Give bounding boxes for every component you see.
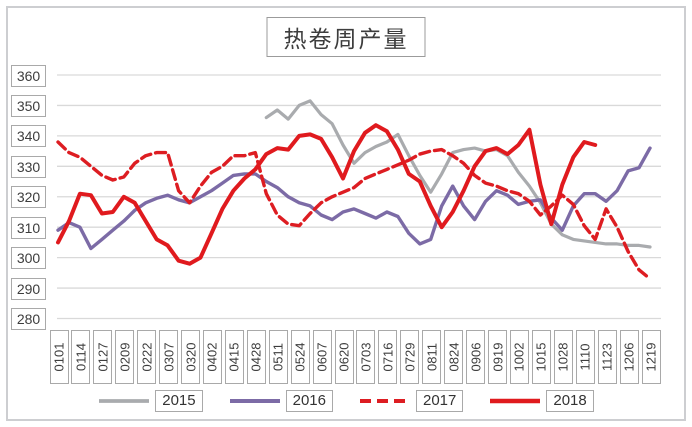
chart-title: 热卷周产量 bbox=[266, 17, 426, 57]
x-tick-label: 1015 bbox=[531, 330, 551, 384]
x-tick-label: 0607 bbox=[312, 330, 332, 384]
series-line-2018 bbox=[56, 123, 598, 266]
x-tick-label: 1123 bbox=[597, 330, 617, 384]
y-tick-label: 360 bbox=[11, 64, 46, 87]
x-tick-label: 0307 bbox=[159, 330, 179, 384]
y-tick-label: 350 bbox=[11, 94, 46, 117]
legend-line-sample bbox=[360, 399, 410, 403]
legend-label: 2015 bbox=[155, 390, 203, 412]
x-tick-text: 0729 bbox=[402, 342, 418, 372]
legend-label: 2016 bbox=[285, 390, 333, 412]
legend-line-sample bbox=[490, 398, 541, 404]
x-tick-label: 0919 bbox=[488, 330, 508, 384]
x-tick-label: 0906 bbox=[466, 330, 486, 384]
legend-label: 2017 bbox=[416, 390, 464, 412]
legend-label: 2018 bbox=[546, 390, 594, 412]
series-line-2017 bbox=[56, 140, 652, 281]
x-tick-text: 0607 bbox=[314, 342, 330, 372]
x-tick-text: 0703 bbox=[358, 342, 374, 372]
legend-line-sample bbox=[229, 399, 280, 403]
x-tick-label: 0127 bbox=[93, 330, 113, 384]
x-tick-text: 0402 bbox=[204, 342, 220, 372]
x-tick-text: 0320 bbox=[183, 342, 199, 372]
x-tick-label: 1110 bbox=[575, 330, 595, 384]
x-tick-text: 0524 bbox=[292, 342, 308, 372]
x-tick-label: 0209 bbox=[115, 330, 135, 384]
x-tick-text: 0127 bbox=[95, 342, 111, 372]
legend-item-2015: 2015 bbox=[98, 390, 203, 412]
x-tick-text: 1206 bbox=[621, 342, 637, 372]
x-tick-text: 0824 bbox=[446, 342, 462, 372]
x-tick-label: 0729 bbox=[400, 330, 420, 384]
x-tick-text: 0511 bbox=[270, 343, 286, 371]
x-tick-label: 1219 bbox=[641, 330, 661, 384]
x-tick-text: 1028 bbox=[555, 342, 571, 372]
series-line-2015 bbox=[264, 99, 652, 249]
x-tick-text: 0811 bbox=[424, 343, 440, 371]
legend-item-2016: 2016 bbox=[229, 390, 333, 412]
x-tick-text: 1110 bbox=[577, 343, 593, 371]
y-tick-label: 280 bbox=[11, 308, 46, 330]
x-tick-label: 0511 bbox=[268, 330, 288, 384]
x-tick-text: 0620 bbox=[336, 342, 352, 372]
x-tick-text: 1219 bbox=[643, 342, 659, 372]
x-tick-text: 0716 bbox=[380, 342, 396, 372]
x-tick-text: 0114 bbox=[73, 343, 89, 371]
legend-line-sample bbox=[99, 399, 150, 403]
x-tick-label: 0703 bbox=[356, 330, 376, 384]
x-tick-label: 0222 bbox=[137, 330, 157, 384]
x-tick-label: 0415 bbox=[224, 330, 244, 384]
x-tick-label: 1028 bbox=[553, 330, 573, 384]
y-tick-label: 300 bbox=[11, 247, 46, 270]
x-tick-label: 0620 bbox=[334, 330, 354, 384]
x-tick-label: 0811 bbox=[422, 330, 442, 384]
x-tick-text: 0209 bbox=[117, 342, 133, 372]
x-tick-label: 1002 bbox=[509, 330, 529, 384]
x-tick-label: 0824 bbox=[444, 330, 464, 384]
x-tick-text: 0428 bbox=[248, 342, 264, 372]
x-tick-text: 1002 bbox=[511, 342, 527, 372]
x-tick-label: 0428 bbox=[246, 330, 266, 384]
x-tick-label: 1206 bbox=[619, 330, 639, 384]
y-tick-label: 340 bbox=[11, 125, 46, 148]
y-tick-label: 330 bbox=[11, 155, 46, 178]
x-tick-label: 0402 bbox=[202, 330, 222, 384]
y-tick-label: 320 bbox=[11, 186, 46, 209]
y-tick-label: 290 bbox=[11, 277, 46, 300]
x-tick-label: 0101 bbox=[49, 330, 69, 384]
y-tick-label: 310 bbox=[11, 216, 46, 239]
legend-item-2018: 2018 bbox=[489, 390, 594, 412]
x-tick-text: 1015 bbox=[533, 342, 549, 372]
x-tick-label: 0320 bbox=[181, 330, 201, 384]
x-tick-text: 0222 bbox=[139, 342, 155, 372]
x-tick-text: 1123 bbox=[599, 343, 615, 371]
x-tick-label: 0716 bbox=[378, 330, 398, 384]
legend-item-2017: 2017 bbox=[359, 390, 464, 412]
x-tick-text: 0307 bbox=[161, 342, 177, 372]
x-tick-text: 0919 bbox=[490, 342, 506, 372]
x-tick-text: 0906 bbox=[468, 342, 484, 372]
x-tick-label: 0524 bbox=[290, 330, 310, 384]
x-tick-text: 0101 bbox=[51, 342, 67, 372]
x-tick-text: 0415 bbox=[226, 342, 242, 372]
chart-legend: 2015 2016 2017 2018 bbox=[0, 387, 692, 415]
x-tick-label: 0114 bbox=[71, 330, 91, 384]
